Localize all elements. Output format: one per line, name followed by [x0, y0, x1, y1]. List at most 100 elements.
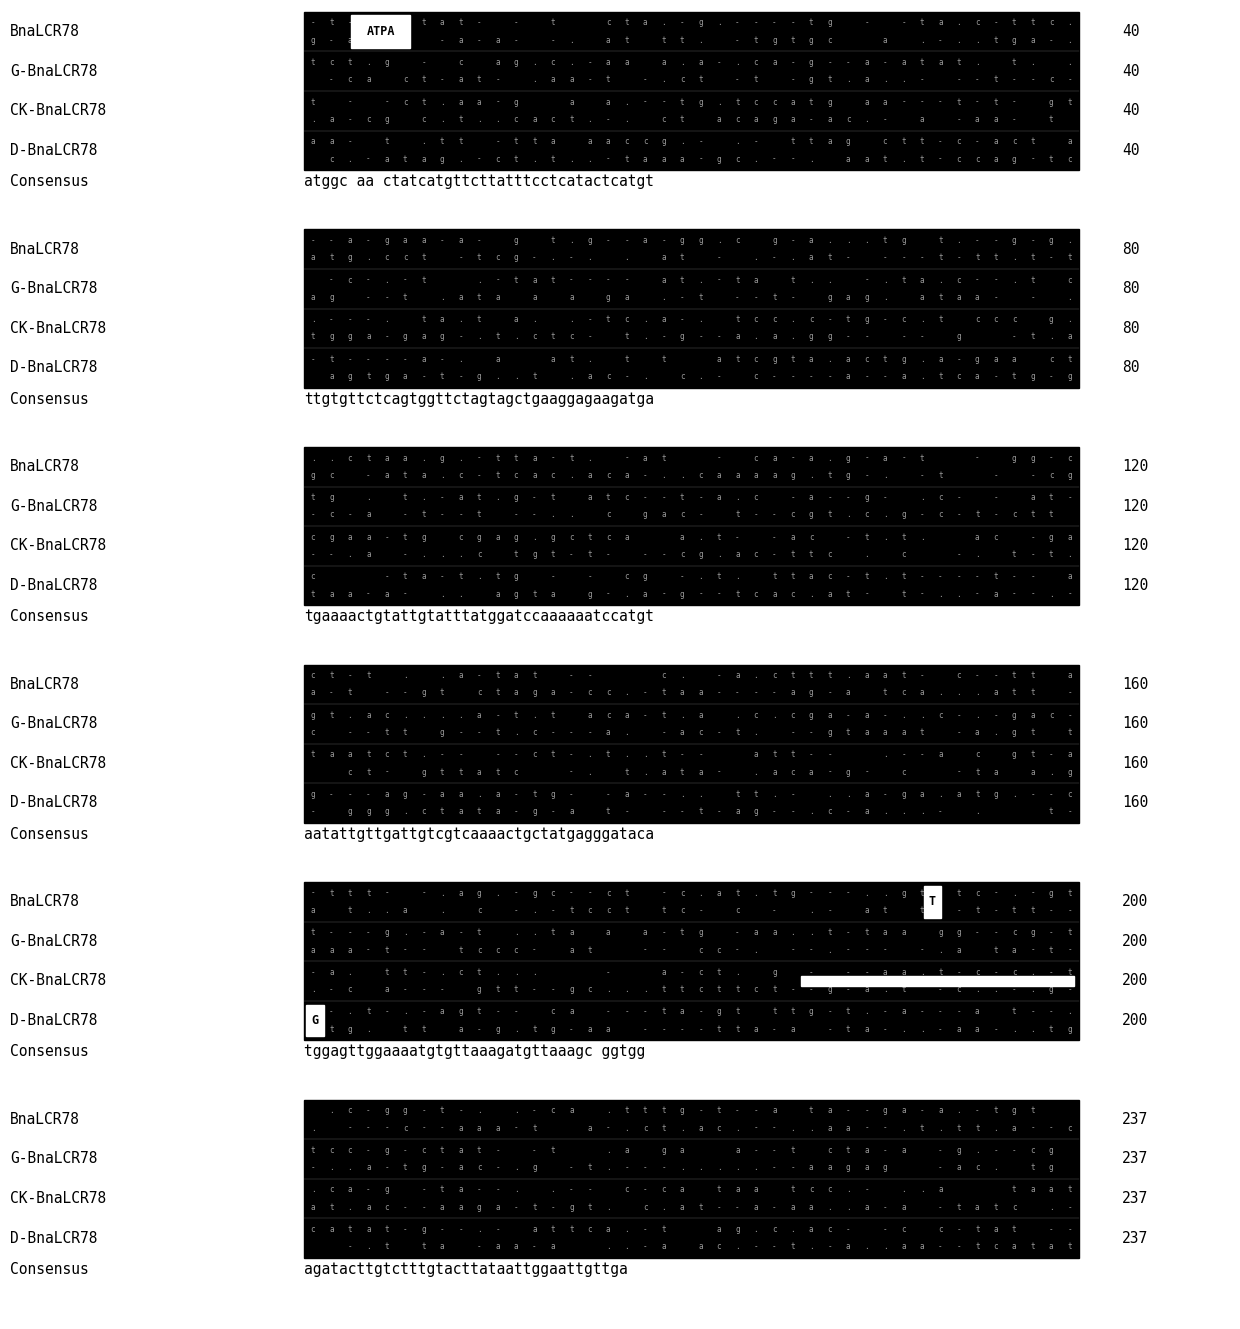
- Text: c: c: [975, 889, 980, 897]
- Text: -: -: [827, 768, 832, 776]
- Text: .: .: [422, 453, 427, 462]
- Text: t: t: [846, 1007, 851, 1017]
- Text: a: a: [311, 1025, 315, 1034]
- Text: .: .: [1049, 768, 1054, 776]
- Text: a: a: [883, 728, 888, 738]
- Text: -: -: [642, 76, 647, 85]
- Text: t: t: [920, 453, 924, 462]
- Text: -: -: [864, 453, 869, 462]
- Text: a: a: [422, 470, 427, 480]
- Text: t: t: [403, 1025, 408, 1034]
- Text: a: a: [754, 928, 758, 937]
- Text: .: .: [846, 1185, 851, 1195]
- Text: a: a: [993, 590, 998, 598]
- Text: -: -: [901, 332, 905, 342]
- Text: t: t: [827, 928, 832, 937]
- Text: .: .: [661, 292, 666, 302]
- Text: c: c: [975, 1163, 980, 1172]
- Text: t: t: [311, 97, 315, 106]
- Text: g: g: [883, 1106, 888, 1115]
- Text: g: g: [735, 1225, 740, 1233]
- Text: 160: 160: [1122, 676, 1148, 692]
- Text: -: -: [698, 750, 703, 759]
- Text: .: .: [440, 711, 444, 719]
- Bar: [304, 1099, 1079, 1257]
- Text: .: .: [735, 968, 740, 977]
- Text: a: a: [717, 355, 722, 364]
- Text: -: -: [1068, 590, 1071, 598]
- Text: .: .: [920, 493, 924, 502]
- Text: a: a: [588, 493, 593, 502]
- Text: .: .: [459, 154, 463, 163]
- Text: -: -: [606, 154, 610, 163]
- Text: t: t: [477, 292, 481, 302]
- Text: g: g: [606, 292, 610, 302]
- Text: a: a: [975, 533, 980, 542]
- Text: -: -: [939, 985, 942, 994]
- Text: .: .: [625, 590, 629, 598]
- Text: g: g: [347, 332, 352, 342]
- Text: -: -: [827, 1007, 832, 1017]
- Text: t: t: [440, 1106, 444, 1115]
- Text: a: a: [532, 114, 537, 124]
- Text: a: a: [477, 97, 481, 106]
- Text: g: g: [864, 292, 869, 302]
- Text: CK-BnaLCR78: CK-BnaLCR78: [10, 320, 107, 336]
- Text: -: -: [993, 237, 998, 245]
- Text: -: -: [1030, 1123, 1035, 1132]
- Text: t: t: [329, 19, 334, 28]
- Bar: [924, 886, 941, 917]
- Text: g: g: [551, 533, 556, 542]
- Text: .: .: [754, 728, 758, 738]
- Text: -: -: [1012, 97, 1017, 106]
- Text: BnaLCR78: BnaLCR78: [10, 676, 79, 692]
- Text: t: t: [422, 76, 427, 85]
- Text: -: -: [347, 671, 352, 680]
- Text: t: t: [1049, 945, 1054, 954]
- Text: a: a: [459, 789, 463, 799]
- Text: a: a: [680, 1007, 684, 1017]
- Text: g: g: [1030, 372, 1035, 381]
- Text: -: -: [790, 1163, 795, 1172]
- Text: a: a: [459, 1123, 463, 1132]
- Text: .: .: [846, 510, 851, 520]
- Text: g: g: [569, 985, 574, 994]
- Text: -: -: [698, 332, 703, 342]
- Text: a: a: [901, 1106, 905, 1115]
- Text: .: .: [754, 671, 758, 680]
- Text: .: .: [920, 36, 924, 45]
- Text: -: -: [440, 1123, 444, 1132]
- Text: t: t: [459, 137, 463, 146]
- Text: .: .: [901, 154, 905, 163]
- Text: -: -: [495, 750, 500, 759]
- Text: -: -: [773, 807, 776, 816]
- Text: a: a: [569, 1007, 574, 1017]
- Text: -: -: [1030, 889, 1035, 897]
- Text: a: a: [1068, 671, 1071, 680]
- Text: -: -: [384, 1007, 389, 1017]
- Text: .: .: [661, 470, 666, 480]
- Text: t: t: [477, 1146, 481, 1155]
- Text: a: a: [1030, 1185, 1035, 1195]
- Text: g: g: [532, 889, 537, 897]
- Text: a: a: [735, 550, 740, 560]
- Text: c: c: [606, 372, 610, 381]
- Text: g: g: [773, 36, 776, 45]
- Text: -: -: [569, 1185, 574, 1195]
- Text: .: .: [459, 453, 463, 462]
- Text: -: -: [477, 728, 481, 738]
- Text: a: a: [459, 889, 463, 897]
- Text: c: c: [403, 254, 408, 262]
- Text: -: -: [311, 550, 315, 560]
- Text: -: -: [440, 355, 444, 364]
- Text: a: a: [495, 1123, 500, 1132]
- Text: t: t: [790, 137, 795, 146]
- Text: g: g: [384, 1185, 389, 1195]
- Text: .: .: [717, 19, 722, 28]
- Text: t: t: [864, 573, 869, 581]
- Text: g: g: [513, 573, 518, 581]
- Text: t: t: [1030, 1163, 1035, 1172]
- Text: .: .: [495, 114, 500, 124]
- Text: .: .: [347, 550, 352, 560]
- Text: -: -: [735, 19, 740, 28]
